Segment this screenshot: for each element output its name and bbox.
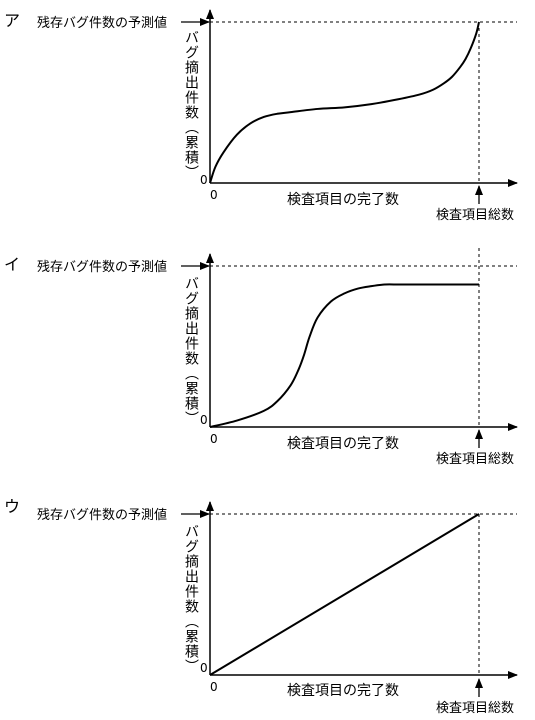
series-line [209, 513, 480, 676]
panel-label: ア [4, 11, 20, 30]
series-line [209, 21, 480, 184]
end-label: 検査項目総数 [436, 208, 514, 223]
panel-label: イ [4, 255, 20, 274]
x-axis-label: 検査項目の完了数 [287, 192, 399, 208]
x-axis-label: 検査項目の完了数 [287, 436, 399, 452]
end-label: 検査項目総数 [436, 452, 514, 467]
origin-label-x: 0 [210, 188, 218, 202]
origin-label-x: 0 [210, 680, 218, 694]
chart-panel-i: イ 残存バグ件数の予測値 バグ摘出件数（累積） 0 0 検査項目の完了数 検査項… [4, 248, 518, 467]
ref-line-label: 残存バグ件数の予測値 [37, 259, 167, 275]
origin-label-y: 0 [200, 173, 208, 187]
end-label: 検査項目総数 [436, 701, 514, 716]
y-axis-label: バグ摘出件数（累積） [183, 276, 199, 426]
series-line [209, 283, 479, 428]
y-axis-label: バグ摘出件数（累積） [183, 524, 199, 674]
origin-label-x: 0 [210, 432, 218, 446]
ref-line-label: 残存バグ件数の予測値 [37, 507, 167, 523]
origin-label-y: 0 [200, 413, 208, 427]
panel-label: ウ [4, 497, 20, 516]
x-axis-label: 検査項目の完了数 [287, 683, 399, 699]
chart-panel-a: ア 残存バグ件数の予測値 バグ摘出件数（累積） 0 0 検査項目の完了数 検査項… [4, 9, 518, 223]
origin-label-y: 0 [200, 661, 208, 675]
ref-line-label: 残存バグ件数の予測値 [37, 15, 167, 31]
chart-panel-u: ウ 残存バグ件数の予測値 バグ摘出件数（累積） 0 0 検査項目の完了数 検査項… [4, 497, 518, 716]
y-axis-label: バグ摘出件数（累積） [183, 30, 199, 180]
